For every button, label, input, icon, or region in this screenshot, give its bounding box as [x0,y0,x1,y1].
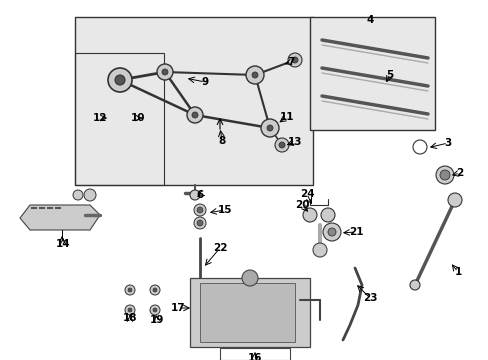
Circle shape [162,69,168,75]
Circle shape [190,190,200,200]
Text: 9: 9 [201,77,208,87]
Text: 12: 12 [93,113,107,123]
Circle shape [303,208,316,222]
Circle shape [108,68,132,92]
Circle shape [312,243,326,257]
Text: 8: 8 [218,136,225,146]
Circle shape [194,204,205,216]
Circle shape [447,193,461,207]
Circle shape [251,72,258,78]
Circle shape [327,228,335,236]
Text: 6: 6 [196,190,203,200]
Circle shape [323,223,340,241]
Circle shape [242,270,258,286]
Text: 16: 16 [247,353,262,360]
Text: 22: 22 [212,243,227,253]
Circle shape [261,119,279,137]
Circle shape [320,208,334,222]
Text: 2: 2 [455,168,463,178]
Polygon shape [20,205,100,230]
Circle shape [186,107,203,123]
Circle shape [128,308,132,312]
Polygon shape [309,17,434,130]
Text: 11: 11 [279,112,294,122]
Text: 24: 24 [299,189,314,199]
Circle shape [435,166,453,184]
Circle shape [291,57,297,63]
Circle shape [192,112,198,118]
Circle shape [128,288,132,292]
Text: 18: 18 [122,313,137,323]
Circle shape [245,66,264,84]
Text: 7: 7 [287,57,294,67]
Polygon shape [75,17,312,185]
Text: 5: 5 [386,70,393,80]
Text: 21: 21 [348,227,363,237]
Text: 20: 20 [294,200,308,210]
Circle shape [150,305,160,315]
Polygon shape [200,283,294,342]
Circle shape [115,75,125,85]
Circle shape [197,207,203,213]
Circle shape [150,285,160,295]
Text: 4: 4 [366,15,373,25]
Text: 23: 23 [362,293,376,303]
Circle shape [84,189,96,201]
Polygon shape [220,348,289,360]
Text: 3: 3 [444,138,451,148]
Circle shape [153,288,157,292]
Circle shape [197,220,203,226]
Text: 17: 17 [170,303,185,313]
Circle shape [125,285,135,295]
Text: 10: 10 [130,113,145,123]
Text: 15: 15 [217,205,232,215]
Circle shape [73,190,83,200]
Circle shape [409,280,419,290]
Polygon shape [190,278,309,347]
Circle shape [194,217,205,229]
Circle shape [157,64,173,80]
Circle shape [439,170,449,180]
Circle shape [287,53,302,67]
Circle shape [125,305,135,315]
Text: 13: 13 [287,137,302,147]
Text: 1: 1 [453,267,461,277]
Text: 14: 14 [56,239,70,249]
Text: 19: 19 [149,315,164,325]
Circle shape [266,125,272,131]
Circle shape [279,142,285,148]
Circle shape [153,308,157,312]
Circle shape [274,138,288,152]
